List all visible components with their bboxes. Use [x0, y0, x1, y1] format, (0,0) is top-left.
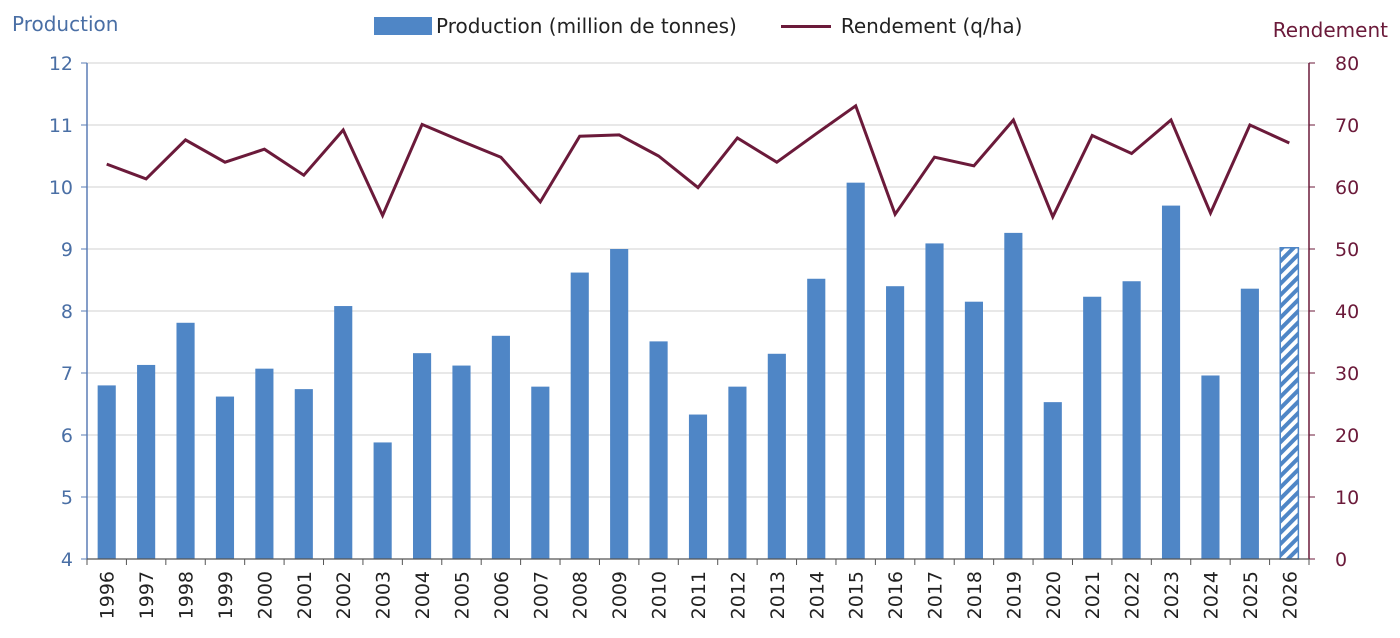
right-tick-label: 0: [1335, 549, 1347, 571]
bar-2021: [1083, 296, 1102, 559]
bar-2010: [649, 341, 668, 559]
left-axis-title: Production: [12, 12, 119, 36]
rendement-line: [106, 103, 1290, 221]
right-tick-label: 70: [1335, 115, 1359, 137]
x-tick-label: 2004: [412, 571, 434, 619]
bar-2006: [491, 335, 510, 559]
right-tick-label: 10: [1335, 487, 1359, 509]
bar-2017: [925, 243, 944, 560]
bar-2000: [255, 368, 274, 559]
legend-line-swatch: [780, 24, 831, 28]
x-tick-label: 1996: [97, 571, 119, 619]
bar-1998: [176, 322, 195, 559]
x-tick-label: 2012: [727, 571, 749, 619]
bar-1997: [137, 364, 156, 559]
x-tick-label: 1999: [215, 571, 237, 619]
x-tick-label: 2009: [609, 571, 631, 619]
left-tick-label: 12: [49, 53, 73, 75]
bar-2014: [807, 278, 826, 559]
chart-legend: Production (million de tonnes) Rendement…: [374, 14, 1022, 38]
x-tick-label: 2026: [1279, 571, 1301, 619]
left-tick-label: 9: [61, 239, 73, 261]
axes: 4 5 6 7 8 9 10 11 12 0 10 20 30 40 50 60 70 80 1996 1997 199…: [49, 53, 1359, 619]
bar-2004: [412, 353, 432, 559]
bar-2001: [294, 389, 313, 559]
right-tick-label: 30: [1335, 363, 1359, 385]
x-tick-label: 2003: [373, 571, 395, 619]
right-tick-label: 80: [1335, 53, 1359, 75]
x-tick-label: 1997: [136, 571, 158, 619]
bar-2011: [688, 414, 708, 559]
x-tick-label: 2010: [649, 571, 671, 619]
left-tick-label: 11: [49, 115, 73, 137]
bar-2015: [846, 182, 865, 559]
legend-line-label: Rendement (q/ha): [840, 14, 1023, 38]
bar-2002: [334, 306, 353, 559]
bar-2019: [1004, 232, 1023, 559]
x-tick-label: 2016: [885, 571, 907, 619]
bar-2012: [728, 386, 747, 559]
x-tick-label: 2014: [806, 571, 828, 619]
bar-1999: [215, 396, 235, 559]
x-tick-label: 1998: [176, 571, 198, 619]
right-tick-label: 50: [1335, 239, 1359, 261]
bar-2013: [767, 353, 786, 559]
bar-2007: [531, 386, 550, 559]
x-tick-label: 2006: [491, 571, 513, 619]
right-axis-title: Rendement: [1272, 18, 1388, 42]
right-tick-label: 40: [1335, 301, 1359, 323]
left-tick-label: 7: [61, 363, 73, 385]
bar-2022: [1122, 281, 1141, 559]
bar-2020: [1043, 402, 1062, 559]
legend-bar-label: Production (million de tonnes): [436, 14, 737, 38]
x-tick-label: 2017: [925, 571, 947, 619]
bars: [97, 182, 1300, 560]
bar-2016: [886, 286, 905, 559]
left-tick-label: 8: [61, 301, 73, 323]
x-tick-label: 2023: [1161, 571, 1183, 619]
x-tick-label: 2019: [1003, 571, 1025, 619]
x-tick-label: 2001: [294, 571, 316, 619]
bar-1996: [97, 385, 116, 559]
x-tick-label: 2013: [767, 571, 789, 619]
bar-2023: [1161, 205, 1181, 559]
x-tick-label: 2005: [451, 571, 473, 619]
bar-2005: [452, 365, 471, 559]
left-tick-label: 5: [61, 487, 73, 509]
right-tick-label: 20: [1335, 425, 1359, 447]
x-tick-label: 2020: [1043, 571, 1065, 619]
rendement-line-group: [106, 103, 1290, 221]
x-tick-label: 2018: [964, 571, 986, 619]
bar-2024: [1201, 375, 1220, 559]
x-tick-label: 2024: [1200, 571, 1222, 619]
bar-2008: [570, 272, 589, 559]
bar-2009: [610, 249, 629, 559]
left-tick-label: 4: [61, 549, 73, 571]
bar-2003: [373, 442, 392, 559]
x-tick-label: 2011: [688, 571, 710, 619]
x-tick-label: 2022: [1122, 571, 1144, 619]
right-tick-label: 60: [1335, 177, 1359, 199]
x-tick-label: 2007: [530, 571, 552, 619]
legend-bar-swatch: [374, 17, 432, 35]
x-tick-label: 2015: [846, 571, 868, 619]
x-tick-label: 2002: [333, 571, 355, 619]
x-tick-label: 2025: [1240, 571, 1262, 619]
x-tick-label: 2000: [254, 571, 276, 619]
left-tick-label: 6: [61, 425, 73, 447]
left-tick-label: 10: [49, 177, 73, 199]
x-tick-label: 2021: [1082, 571, 1104, 619]
bar-2018: [964, 301, 984, 559]
bar-2026: [1279, 247, 1300, 560]
x-tick-label: 2008: [570, 571, 592, 619]
bar-2025: [1240, 288, 1259, 559]
